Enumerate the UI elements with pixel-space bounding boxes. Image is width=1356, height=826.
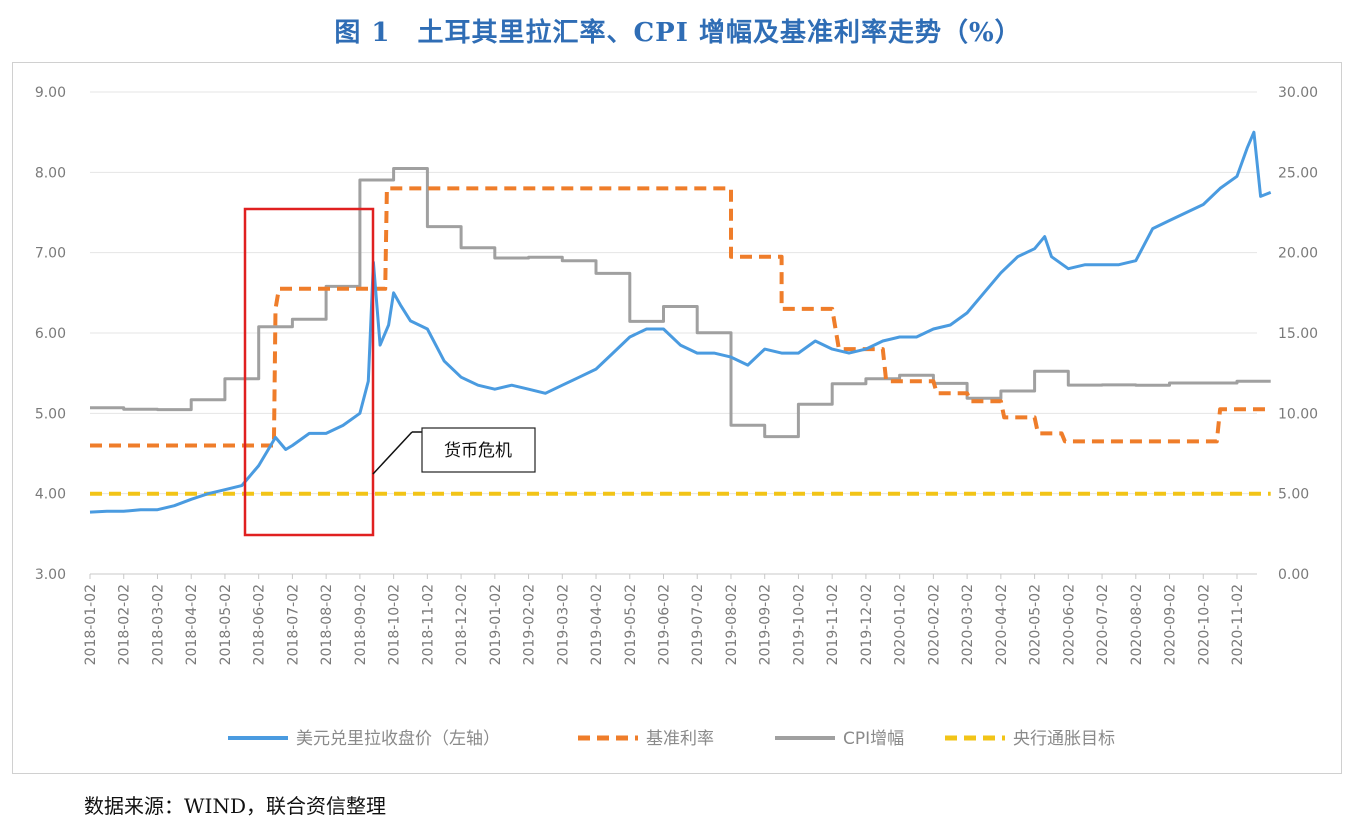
left-tick-label: 7.00 <box>35 246 66 262</box>
right-tick-label: 15.00 <box>1278 326 1318 342</box>
x-tick-label: 2019-10-02 <box>791 584 807 665</box>
series-line-1 <box>90 186 1271 448</box>
x-tick-label: 2020-09-02 <box>1163 584 1179 665</box>
right-tick-label: 25.00 <box>1278 165 1318 181</box>
left-tick-label: 9.00 <box>35 85 66 101</box>
series-lines <box>89 130 1272 514</box>
left-tick-label: 3.00 <box>35 567 66 583</box>
annotation-box <box>421 427 536 473</box>
legend-label: 美元兑里拉收盘价（左轴） <box>296 729 500 749</box>
chart-svg: 3.00 4.00 5.00 6.00 7.00 8.00 9.00 0.00 5.00 10.… <box>35 85 1318 749</box>
x-tick-label: 2018-05-02 <box>218 584 234 665</box>
x-tick-label: 2018-02-02 <box>117 584 133 665</box>
left-tick-label: 8.00 <box>35 165 66 181</box>
x-tick-label: 2020-03-02 <box>960 584 976 665</box>
x-tick-label: 2019-01-02 <box>488 584 504 665</box>
gridlines <box>90 91 1257 575</box>
x-tick-label: 2019-12-02 <box>859 584 875 665</box>
source-note: 数据来源：WIND，联合资信整理 <box>84 794 386 818</box>
x-tick-label: 2019-02-02 <box>522 584 538 665</box>
x-tick-label: 2020-01-02 <box>893 584 909 665</box>
x-axis-ticks: 2018-01-02 2018-02-02 2018-03-02 2018-04-02… <box>83 574 1246 665</box>
x-tick-label: 2019-11-02 <box>825 584 841 665</box>
x-tick-label: 2020-05-02 <box>1028 584 1044 665</box>
right-tick-label: 20.00 <box>1278 246 1318 262</box>
x-tick-label: 2018-11-02 <box>420 584 436 665</box>
left-tick-label: 4.00 <box>35 487 66 503</box>
crisis-highlight-box <box>243 207 375 537</box>
left-tick-label: 6.00 <box>35 326 66 342</box>
annotation-leader <box>372 431 413 475</box>
x-tick-label: 2018-04-02 <box>184 584 200 665</box>
x-tick-label: 2019-05-02 <box>623 584 639 665</box>
x-tick-label: 2020-02-02 <box>926 584 942 665</box>
x-tick-label: 2018-09-02 <box>353 584 369 665</box>
x-tick-label: 2020-07-02 <box>1095 584 1111 665</box>
x-tick-label: 2020-06-02 <box>1061 584 1077 665</box>
x-tick-label: 2019-07-02 <box>690 584 706 665</box>
x-tick-label: 2019-03-02 <box>555 584 571 665</box>
chart-title: 图 1 土耳其里拉汇率、CPI 增幅及基准利率走势（%） <box>334 18 1022 48</box>
x-tick-label: 2018-07-02 <box>285 584 301 665</box>
chart-frame <box>12 62 1342 774</box>
right-tick-label: 0.00 <box>1278 567 1309 583</box>
x-tick-label: 2019-08-02 <box>724 584 740 665</box>
right-tick-label: 5.00 <box>1278 487 1309 503</box>
x-tick-label: 2018-06-02 <box>252 584 268 665</box>
x-tick-label: 2018-12-02 <box>454 584 470 665</box>
x-tick-label: 2020-10-02 <box>1196 584 1212 665</box>
x-tick-label: 2019-06-02 <box>657 584 673 665</box>
x-tick-label: 2018-01-02 <box>83 584 99 665</box>
x-tick-label: 2018-08-02 <box>319 584 335 665</box>
annotation-label: 货币危机 <box>444 441 512 461</box>
right-axis-ticks: 0.00 5.00 10.00 15.00 20.00 25.00 30.00 <box>1278 85 1318 583</box>
x-tick-label: 2019-09-02 <box>758 584 774 665</box>
x-tick-label: 2020-08-02 <box>1129 584 1145 665</box>
series-line-0 <box>89 130 1272 514</box>
x-tick-label: 2018-10-02 <box>387 584 403 665</box>
right-tick-label: 10.00 <box>1278 406 1318 422</box>
series-line-2 <box>90 167 1271 439</box>
right-tick-label: 30.00 <box>1278 85 1318 101</box>
left-tick-label: 5.00 <box>35 406 66 422</box>
legend-label: 基准利率 <box>646 729 714 749</box>
x-tick-label: 2020-11-02 <box>1230 584 1246 665</box>
left-axis-ticks: 3.00 4.00 5.00 6.00 7.00 8.00 9.00 <box>35 85 66 583</box>
legend-label: 央行通胀目标 <box>1013 729 1115 749</box>
x-tick-label: 2018-03-02 <box>150 584 166 665</box>
x-tick-label: 2020-04-02 <box>994 584 1010 665</box>
legend-label: CPI增幅 <box>843 729 904 749</box>
annotation-group: 货币危机 <box>243 207 536 537</box>
x-tick-label: 2019-04-02 <box>589 584 605 665</box>
legend: 美元兑里拉收盘价（左轴） 基准利率 CPI增幅 央行通胀目标 <box>228 729 1115 749</box>
